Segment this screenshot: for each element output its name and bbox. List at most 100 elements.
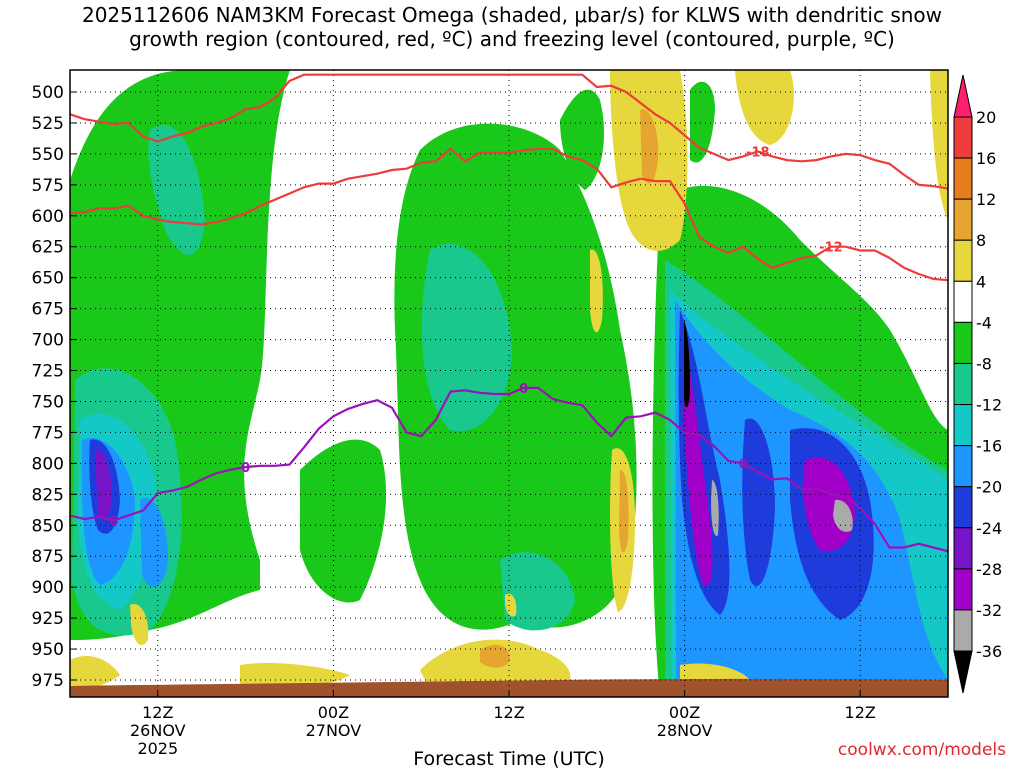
x-tick-label: 12Z: [845, 703, 876, 722]
omega-region-teal: [500, 552, 575, 631]
y-tick-label: 925: [32, 609, 64, 629]
isotherm-minus12-label: -12: [819, 241, 843, 256]
colorbar-swatch: [953, 362, 973, 406]
colorbar-label: -20: [976, 478, 1002, 497]
colorbar-swatch: [953, 239, 973, 282]
omega-region-orange: [619, 469, 629, 553]
freezing-level-contour-label: 0: [519, 382, 528, 397]
omega-region-blue: [140, 498, 168, 587]
colorbar-swatch: [953, 486, 973, 529]
x-tick-label: 00Z: [669, 703, 700, 722]
colorbar-swatch: [953, 609, 973, 652]
colorbar-label: -36: [976, 642, 1002, 661]
chart-title-line-1: 2025112606 NAM3KM Forecast Omega (shaded…: [81, 3, 943, 27]
colorbar-label: 20: [976, 108, 996, 127]
isotherm-contours: -18 -12 0 0 0 0: [70, 73, 948, 553]
omega-region-purple: [95, 449, 112, 520]
freezing-level-contour-label: 0: [109, 514, 118, 529]
x-axis-label: Forecast Time (UTC): [413, 748, 604, 768]
colorbar-label: 8: [976, 231, 986, 250]
colorbar-swatch: [953, 568, 973, 611]
isotherm-minus12: [70, 147, 948, 282]
omega-region-yellow: [505, 593, 517, 617]
omega-region-teal: [421, 243, 512, 432]
freezing-level-contour-label: 0: [241, 461, 250, 476]
colorbar-swatch: [953, 321, 973, 364]
omega-region-gray: [711, 480, 719, 536]
omega-region-yellow: [70, 655, 120, 688]
colorbar-swatch: [953, 404, 973, 447]
y-tick-label: 625: [32, 238, 64, 258]
colorbar-label: -12: [976, 396, 1002, 415]
y-tick-label: 975: [32, 671, 64, 691]
x-tick-label: 28NOV: [657, 721, 713, 740]
colorbar-label: -8: [976, 354, 992, 373]
x-tick-label: 12Z: [142, 703, 173, 722]
y-tick-label: 725: [32, 362, 64, 382]
omega-region-green: [300, 439, 387, 603]
y-tick-label: 875: [32, 547, 64, 567]
x-tick-label: 27NOV: [306, 721, 362, 740]
x-tick-label: 12Z: [493, 703, 524, 722]
omega-region-purple: [683, 330, 713, 586]
chart-title-line-2: growth region (contoured, red, ºC) and f…: [129, 27, 895, 51]
omega-region-dark-blue: [742, 418, 775, 587]
colorbar-swatch: [953, 280, 973, 323]
colorbar-label: 16: [976, 149, 996, 168]
terrain-ground: [70, 678, 948, 697]
colorbar-bottom-arrow: [953, 650, 973, 694]
isotherm-minus18-label: -18: [746, 145, 770, 160]
y-tick-label: 800: [32, 454, 64, 474]
colorbar-swatch: [953, 157, 973, 200]
omega-region-yellow: [735, 70, 794, 145]
isotherm-minus18: [70, 73, 948, 190]
colorbar-label: -24: [976, 519, 1002, 538]
y-tick-label: 650: [32, 269, 64, 289]
colorbar-label: -32: [976, 601, 1002, 620]
y-tick-label: 675: [32, 300, 64, 320]
x-tick-label: 26NOV: [130, 721, 186, 740]
colorbar-swatch: [953, 527, 973, 570]
y-tick-label: 775: [32, 423, 64, 443]
freezing-level-contour-label: 0: [739, 457, 748, 472]
colorbar-top-arrow: [953, 74, 973, 118]
y-tick-label: 700: [32, 331, 64, 351]
omega-region-green: [560, 89, 605, 190]
colorbar: 20 16 12 8 4 -4 -8 -12 -16 -20 -24 -28 -32 -36: [953, 74, 1002, 694]
x-tick-label: 2025: [137, 739, 178, 758]
y-tick-label: 750: [32, 392, 64, 412]
y-tick-label: 525: [32, 114, 64, 134]
omega-shading-layer: [70, 70, 948, 697]
colorbar-swatch: [953, 198, 973, 241]
y-tick-label: 950: [32, 640, 64, 660]
colorbar-swatch: [953, 116, 973, 159]
y-tick-label: 900: [32, 578, 64, 598]
x-tick-label: 00Z: [318, 703, 349, 722]
colorbar-label: 12: [976, 190, 996, 209]
omega-region-yellow: [590, 249, 603, 333]
omega-region-gray: [684, 320, 690, 408]
omega-region-orange: [480, 644, 510, 668]
y-tick-label: 575: [32, 176, 64, 196]
omega-region-yellow: [130, 604, 149, 645]
colorbar-label: -16: [976, 437, 1002, 456]
omega-region-orange: [640, 109, 659, 184]
credit-link[interactable]: coolwx.com/models: [837, 740, 1006, 760]
y-axis: 500 525 550 575 600 625 650 675 700 725 750 775 800 8…: [32, 83, 77, 691]
y-tick-label: 600: [32, 207, 64, 227]
y-tick-label: 850: [32, 516, 64, 536]
y-tick-label: 500: [32, 83, 64, 103]
colorbar-swatch: [953, 445, 973, 488]
colorbar-label: -4: [976, 313, 992, 332]
omega-region-yellow: [930, 70, 948, 220]
omega-region-gray: [833, 499, 853, 532]
y-tick-label: 825: [32, 485, 64, 505]
freezing-level-contour: [70, 386, 948, 553]
y-tick-label: 550: [32, 145, 64, 165]
colorbar-label: 4: [976, 272, 986, 291]
colorbar-label: -28: [976, 560, 1002, 579]
omega-region-green: [690, 81, 715, 163]
omega-region-yellow: [240, 663, 350, 688]
